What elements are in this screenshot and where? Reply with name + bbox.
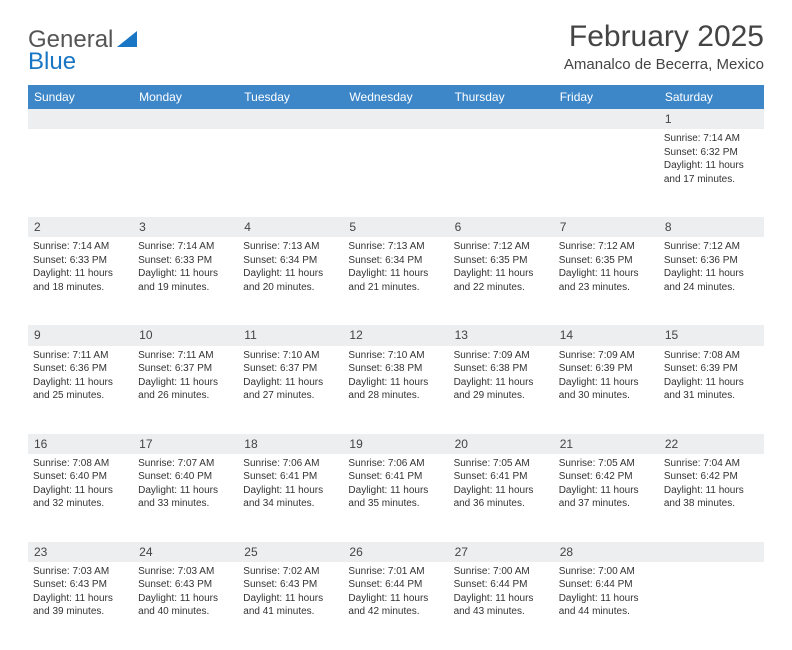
day-number: 7: [554, 217, 659, 237]
day-detail: Sunrise: 7:13 AMSunset: 6:34 PMDaylight:…: [238, 237, 343, 325]
day-detail: [554, 129, 659, 217]
day-number: 14: [554, 325, 659, 345]
day-number: [28, 109, 133, 129]
daynum-row: 232425262728: [28, 542, 764, 562]
detail-row: Sunrise: 7:11 AMSunset: 6:36 PMDaylight:…: [28, 346, 764, 434]
day-detail: Sunrise: 7:08 AMSunset: 6:39 PMDaylight:…: [659, 346, 764, 434]
day-number: 13: [449, 325, 554, 345]
weekday-header: Sunday: [28, 85, 133, 109]
day-number: [238, 109, 343, 129]
day-detail: Sunrise: 7:12 AMSunset: 6:35 PMDaylight:…: [554, 237, 659, 325]
day-number: [659, 542, 764, 562]
calendar-body: 1Sunrise: 7:14 AMSunset: 6:32 PMDaylight…: [28, 109, 764, 650]
day-detail: [133, 129, 238, 217]
day-number: 2: [28, 217, 133, 237]
day-number: 5: [343, 217, 448, 237]
day-detail: Sunrise: 7:01 AMSunset: 6:44 PMDaylight:…: [343, 562, 448, 650]
day-detail: Sunrise: 7:12 AMSunset: 6:35 PMDaylight:…: [449, 237, 554, 325]
weekday-header: Wednesday: [343, 85, 448, 109]
day-number: 1: [659, 109, 764, 129]
day-detail: Sunrise: 7:09 AMSunset: 6:38 PMDaylight:…: [449, 346, 554, 434]
day-detail: [343, 129, 448, 217]
day-detail: [28, 129, 133, 217]
day-number: 25: [238, 542, 343, 562]
day-number: 18: [238, 434, 343, 454]
day-detail: Sunrise: 7:09 AMSunset: 6:39 PMDaylight:…: [554, 346, 659, 434]
day-detail: Sunrise: 7:11 AMSunset: 6:36 PMDaylight:…: [28, 346, 133, 434]
day-number: 24: [133, 542, 238, 562]
day-detail: Sunrise: 7:06 AMSunset: 6:41 PMDaylight:…: [238, 454, 343, 542]
day-number: [449, 109, 554, 129]
weekday-header-row: Sunday Monday Tuesday Wednesday Thursday…: [28, 85, 764, 109]
daynum-row: 9101112131415: [28, 325, 764, 345]
day-detail: Sunrise: 7:05 AMSunset: 6:41 PMDaylight:…: [449, 454, 554, 542]
day-number: 6: [449, 217, 554, 237]
day-detail: Sunrise: 7:02 AMSunset: 6:43 PMDaylight:…: [238, 562, 343, 650]
day-number: 16: [28, 434, 133, 454]
title-block: February 2025 Amanalco de Becerra, Mexic…: [564, 20, 764, 73]
detail-row: Sunrise: 7:14 AMSunset: 6:33 PMDaylight:…: [28, 237, 764, 325]
day-detail: [449, 129, 554, 217]
day-detail: Sunrise: 7:11 AMSunset: 6:37 PMDaylight:…: [133, 346, 238, 434]
day-number: [133, 109, 238, 129]
day-number: 12: [343, 325, 448, 345]
day-number: 17: [133, 434, 238, 454]
day-number: 20: [449, 434, 554, 454]
day-number: 28: [554, 542, 659, 562]
day-detail: Sunrise: 7:03 AMSunset: 6:43 PMDaylight:…: [133, 562, 238, 650]
header: General February 2025 Amanalco de Becerr…: [28, 20, 764, 73]
weekday-header: Thursday: [449, 85, 554, 109]
day-number: 8: [659, 217, 764, 237]
day-detail: Sunrise: 7:03 AMSunset: 6:43 PMDaylight:…: [28, 562, 133, 650]
day-detail: Sunrise: 7:14 AMSunset: 6:32 PMDaylight:…: [659, 129, 764, 217]
detail-row: Sunrise: 7:03 AMSunset: 6:43 PMDaylight:…: [28, 562, 764, 650]
day-number: 21: [554, 434, 659, 454]
detail-row: Sunrise: 7:14 AMSunset: 6:32 PMDaylight:…: [28, 129, 764, 217]
day-detail: Sunrise: 7:08 AMSunset: 6:40 PMDaylight:…: [28, 454, 133, 542]
daynum-row: 1: [28, 109, 764, 129]
day-number: 27: [449, 542, 554, 562]
weekday-header: Friday: [554, 85, 659, 109]
day-detail: [238, 129, 343, 217]
day-number: [343, 109, 448, 129]
weekday-header: Tuesday: [238, 85, 343, 109]
day-detail: Sunrise: 7:00 AMSunset: 6:44 PMDaylight:…: [449, 562, 554, 650]
day-detail: Sunrise: 7:04 AMSunset: 6:42 PMDaylight:…: [659, 454, 764, 542]
day-number: 11: [238, 325, 343, 345]
day-number: 15: [659, 325, 764, 345]
daynum-row: 16171819202122: [28, 434, 764, 454]
day-number: 4: [238, 217, 343, 237]
daynum-row: 2345678: [28, 217, 764, 237]
day-number: 9: [28, 325, 133, 345]
day-number: 23: [28, 542, 133, 562]
day-detail: Sunrise: 7:14 AMSunset: 6:33 PMDaylight:…: [28, 237, 133, 325]
day-number: 10: [133, 325, 238, 345]
day-detail: Sunrise: 7:07 AMSunset: 6:40 PMDaylight:…: [133, 454, 238, 542]
day-detail: Sunrise: 7:14 AMSunset: 6:33 PMDaylight:…: [133, 237, 238, 325]
calendar-table: Sunday Monday Tuesday Wednesday Thursday…: [28, 85, 764, 650]
day-number: 3: [133, 217, 238, 237]
day-detail: Sunrise: 7:00 AMSunset: 6:44 PMDaylight:…: [554, 562, 659, 650]
day-detail: [659, 562, 764, 650]
day-number: 26: [343, 542, 448, 562]
day-detail: Sunrise: 7:12 AMSunset: 6:36 PMDaylight:…: [659, 237, 764, 325]
detail-row: Sunrise: 7:08 AMSunset: 6:40 PMDaylight:…: [28, 454, 764, 542]
weekday-header: Monday: [133, 85, 238, 109]
day-detail: Sunrise: 7:05 AMSunset: 6:42 PMDaylight:…: [554, 454, 659, 542]
month-title: February 2025: [564, 20, 764, 54]
weekday-header: Saturday: [659, 85, 764, 109]
day-detail: Sunrise: 7:10 AMSunset: 6:38 PMDaylight:…: [343, 346, 448, 434]
logo-triangle-icon: [117, 31, 139, 49]
day-detail: Sunrise: 7:13 AMSunset: 6:34 PMDaylight:…: [343, 237, 448, 325]
location: Amanalco de Becerra, Mexico: [564, 56, 764, 73]
day-number: 22: [659, 434, 764, 454]
day-number: 19: [343, 434, 448, 454]
day-number: [554, 109, 659, 129]
day-detail: Sunrise: 7:10 AMSunset: 6:37 PMDaylight:…: [238, 346, 343, 434]
logo-text-2: Blue: [28, 48, 76, 76]
day-detail: Sunrise: 7:06 AMSunset: 6:41 PMDaylight:…: [343, 454, 448, 542]
